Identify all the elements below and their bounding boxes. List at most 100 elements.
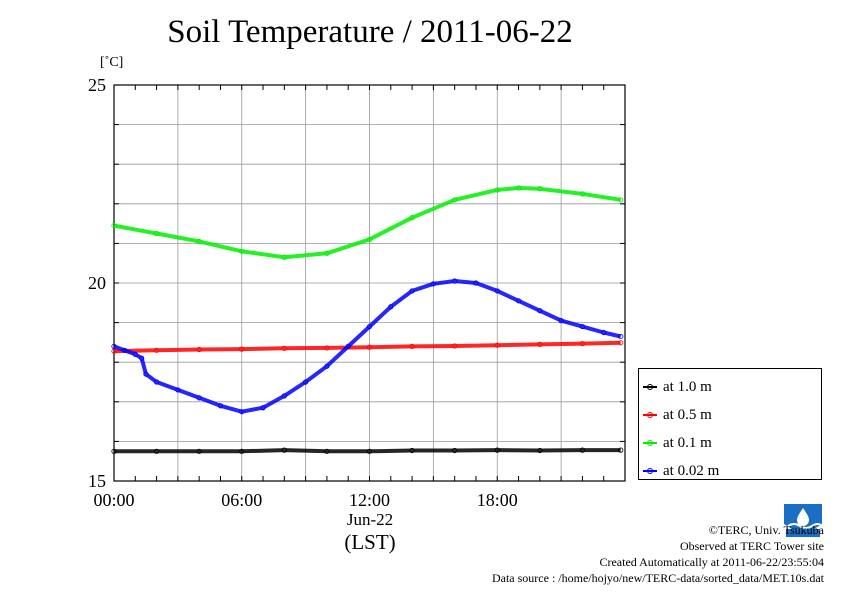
series-point	[409, 447, 415, 454]
series-point	[281, 254, 287, 260]
series-point	[618, 340, 624, 346]
series-point	[579, 340, 586, 347]
legend-swatch	[643, 440, 657, 446]
series-point	[217, 403, 224, 409]
legend-item: at 0.02 m	[643, 461, 719, 481]
series-point	[515, 298, 522, 304]
series-point	[153, 347, 160, 353]
x-axis-timezone-label: (LST)	[344, 530, 396, 554]
series-point	[303, 379, 309, 385]
series-point	[494, 342, 500, 348]
series-point	[601, 329, 607, 336]
series-point	[409, 215, 415, 221]
series-point	[409, 343, 415, 349]
legend-item: at 0.1 m	[643, 433, 712, 453]
series-point	[196, 448, 202, 454]
series-point	[537, 341, 543, 347]
series-point	[239, 409, 245, 415]
legend-item: at 1.0 m	[643, 377, 712, 397]
series-point	[196, 238, 202, 245]
legend-swatch	[643, 412, 657, 418]
series-point	[366, 236, 373, 243]
x-tick-label: 12:00	[349, 490, 390, 510]
series-point	[281, 393, 287, 399]
series-point	[366, 344, 373, 350]
series-point	[239, 346, 245, 352]
series-line	[113, 340, 621, 354]
x-tick-label: 06:00	[221, 490, 262, 510]
series-point	[494, 288, 500, 294]
y-tick-label: 20	[88, 273, 106, 293]
series-line	[113, 279, 622, 414]
series-point	[324, 448, 330, 454]
chart-legend: at 1.0 m at 0.5 m at 0.1 m at 0.02 m	[638, 368, 822, 480]
series-point	[452, 343, 458, 349]
data-source-text: Data source : /home/hojyo/new/TERC-data/…	[491, 571, 824, 585]
series-point	[139, 355, 145, 361]
series-point	[196, 346, 202, 353]
y-axis-unit-label: [˚C]	[100, 55, 124, 70]
legend-label: at 1.0 m	[663, 378, 712, 395]
series-point	[281, 447, 287, 453]
legend-swatch	[643, 468, 657, 474]
x-axis-date-label: Jun-22	[346, 510, 394, 529]
credits-block: ©TERC, Univ. Tsukuba Observed at TERC To…	[492, 522, 824, 586]
copyright-text: ©TERC, Univ. Tsukuba	[708, 523, 824, 537]
series-point	[153, 379, 160, 385]
series-point	[132, 351, 138, 357]
series-point	[452, 447, 458, 454]
series-point	[618, 447, 624, 453]
series-point	[239, 248, 245, 254]
legend-label: at 0.1 m	[663, 434, 712, 451]
series-point	[430, 281, 436, 287]
legend-item: at 0.5 m	[643, 405, 712, 425]
x-tick-label: 18:00	[477, 490, 518, 510]
series-point	[618, 333, 624, 340]
series-point	[153, 230, 160, 237]
series-point	[175, 387, 181, 393]
series-point	[324, 345, 330, 351]
series-point	[239, 448, 245, 454]
series-point	[111, 343, 117, 349]
series-point	[579, 191, 586, 197]
terc-logo-icon	[784, 504, 823, 537]
series-point	[281, 345, 287, 351]
series-point	[143, 371, 149, 377]
y-tick-label: 15	[88, 471, 106, 491]
series-point	[579, 447, 586, 453]
series-point	[409, 288, 415, 294]
series-point	[366, 323, 373, 330]
legend-swatch	[643, 384, 657, 390]
legend-label: at 0.5 m	[663, 406, 712, 423]
series-point	[388, 304, 394, 310]
series-point	[537, 308, 543, 314]
series-point	[537, 186, 543, 192]
series-point	[324, 250, 330, 256]
series-point	[618, 197, 624, 203]
series-point	[345, 343, 351, 349]
site-text: Observed at TERC Tower site	[679, 539, 824, 553]
series-point	[537, 447, 543, 454]
series-point	[111, 448, 117, 454]
series-line	[114, 448, 621, 454]
legend-label: at 0.02 m	[663, 462, 720, 479]
x-tick-label: 00:00	[93, 490, 134, 510]
series-point	[579, 323, 586, 330]
chart-title: Soil Temperature / 2011-06-22	[167, 14, 573, 50]
series-point	[260, 405, 266, 411]
series-point	[153, 448, 160, 454]
series-point	[196, 395, 202, 401]
series-point	[494, 447, 500, 453]
series-point	[473, 280, 479, 286]
series-point	[452, 197, 458, 203]
series-point	[558, 318, 564, 324]
series-point	[111, 222, 117, 229]
series-line	[113, 186, 622, 260]
series-point	[515, 185, 522, 191]
created-text: Created Automatically at 2011-06-22/23:5…	[599, 555, 824, 569]
series-point	[324, 363, 330, 369]
series-point	[452, 278, 458, 284]
series-point	[494, 187, 500, 193]
series-point	[122, 347, 128, 353]
